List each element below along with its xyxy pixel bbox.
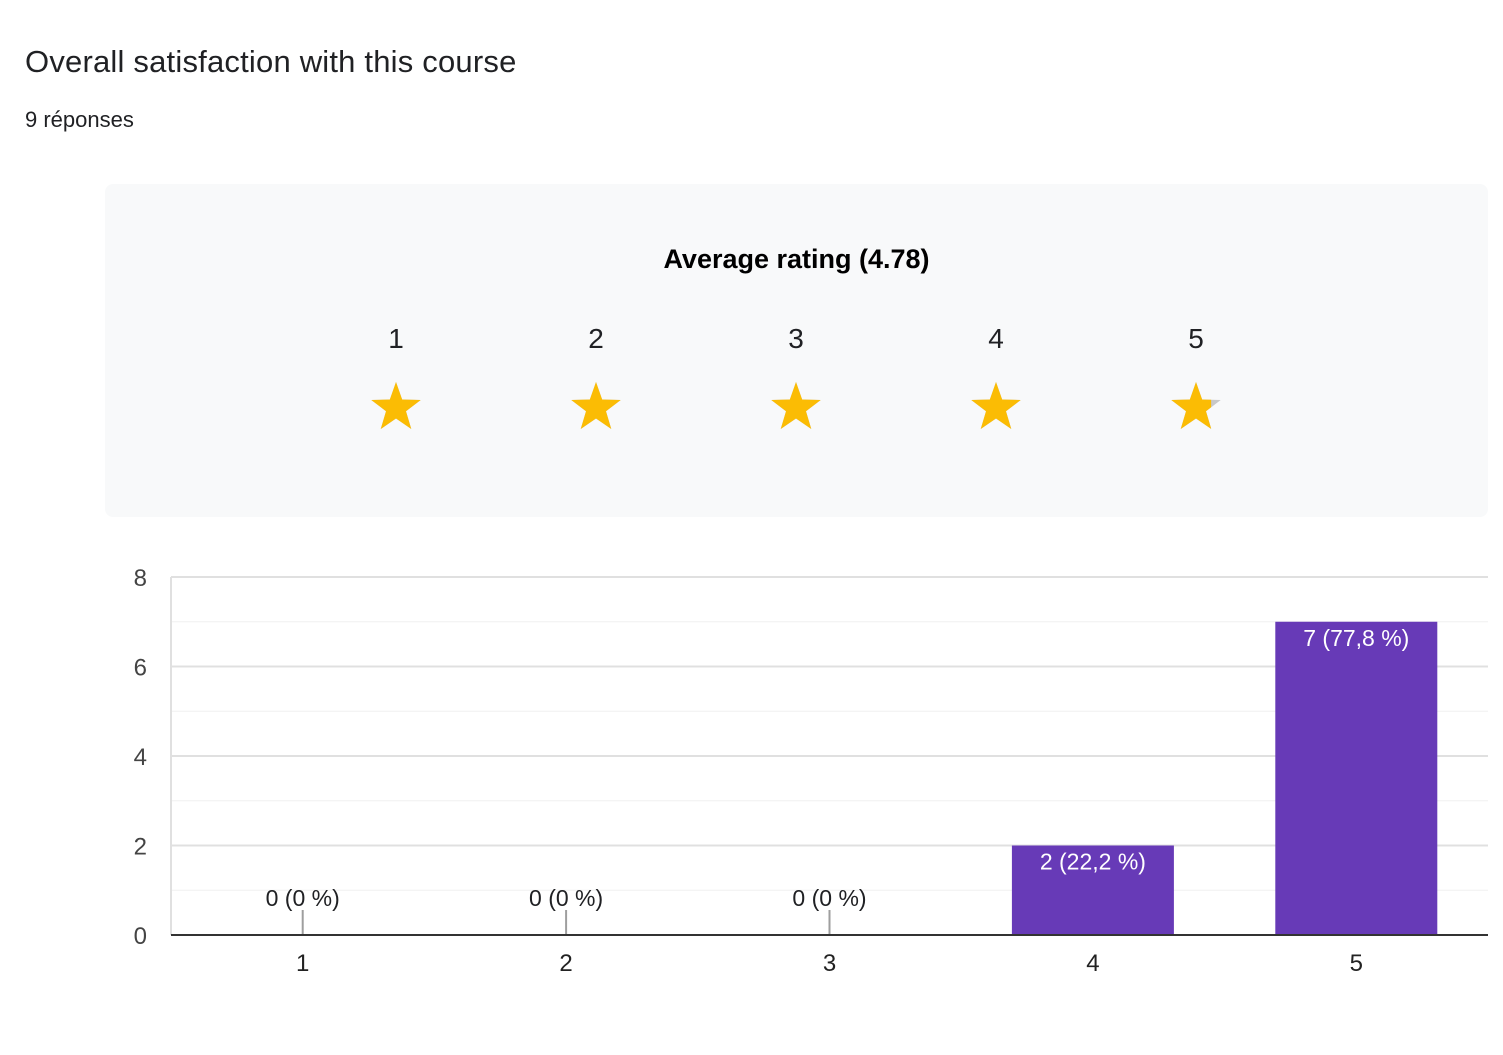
star-label: 1 bbox=[388, 323, 404, 354]
bar bbox=[1011, 845, 1174, 935]
bar-data-label: 7 (77,8 %) bbox=[1303, 625, 1409, 651]
bar-data-label: 2 (22,2 %) bbox=[1040, 849, 1146, 875]
star-icon bbox=[971, 382, 1021, 430]
bar-data-label: 0 (0 %) bbox=[529, 885, 603, 911]
x-tick-label: 1 bbox=[296, 950, 309, 977]
star-rating-4: 4 bbox=[956, 319, 1036, 433]
x-tick-label: 2 bbox=[559, 950, 572, 977]
star-icon bbox=[771, 382, 821, 430]
x-tick-label: 5 bbox=[1350, 950, 1363, 977]
bar-data-label: 0 (0 %) bbox=[792, 885, 866, 911]
rating-summary-panel: Average rating (4.78) 1 2 3 4 5 bbox=[105, 184, 1488, 517]
y-tick-label: 4 bbox=[134, 744, 147, 771]
question-title: Overall satisfaction with this course bbox=[25, 44, 517, 79]
y-tick-label: 8 bbox=[134, 565, 147, 592]
star-icon bbox=[1171, 382, 1221, 430]
star-rating-3: 3 bbox=[756, 319, 836, 433]
response-count: 9 réponses bbox=[25, 107, 134, 132]
y-tick-label: 2 bbox=[134, 834, 147, 861]
y-tick-label: 0 bbox=[134, 923, 147, 950]
x-tick-label: 4 bbox=[1086, 950, 1099, 977]
star-rating-5: 5 bbox=[1156, 319, 1236, 433]
average-rating-heading: Average rating (4.78) bbox=[663, 244, 930, 274]
star-label: 3 bbox=[788, 323, 804, 354]
x-tick-label: 3 bbox=[823, 950, 836, 977]
star-label: 2 bbox=[588, 323, 604, 354]
bar bbox=[1275, 621, 1438, 935]
star-icon bbox=[571, 382, 621, 430]
y-tick-label: 6 bbox=[134, 655, 147, 682]
star-rating-1: 1 bbox=[356, 319, 436, 433]
bar-data-label: 0 (0 %) bbox=[266, 885, 340, 911]
star-label: 5 bbox=[1188, 323, 1204, 354]
star-label: 4 bbox=[988, 323, 1004, 354]
star-rating-2: 2 bbox=[556, 319, 636, 433]
star-icon bbox=[371, 382, 421, 430]
